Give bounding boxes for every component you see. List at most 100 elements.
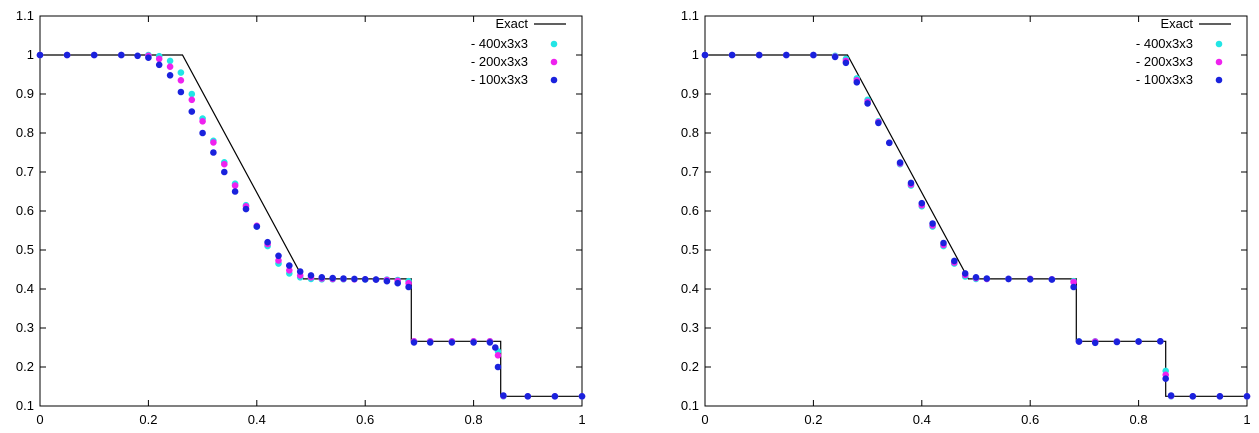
y-tick-label: 0.8: [16, 125, 34, 140]
series-3: [36, 51, 586, 400]
y-tick-label: 0.7: [16, 164, 34, 179]
data-point: [264, 238, 271, 246]
data-point: [286, 262, 293, 269]
y-tick-label: 1.1: [681, 8, 699, 23]
data-point: [448, 339, 456, 346]
data-point: [166, 72, 174, 79]
y-tick-label: 0.6: [16, 203, 34, 218]
y-tick-label: 0.7: [681, 164, 699, 179]
y-tick-label: 0.9: [16, 86, 34, 101]
y-tick-label: 0.5: [16, 242, 34, 257]
data-point: [63, 51, 71, 59]
x-tick-label: 0.4: [248, 412, 266, 427]
data-point: [155, 61, 163, 69]
data-point: [177, 69, 185, 76]
data-point: [177, 88, 185, 96]
y-tick-label: 0.4: [681, 281, 699, 296]
legend-label: - 200x3x3: [1136, 54, 1193, 69]
data-point: [524, 393, 532, 400]
data-point: [983, 275, 991, 282]
legend-label: - 100x3x3: [1136, 72, 1193, 87]
data-point: [145, 54, 152, 61]
data-point: [410, 339, 418, 346]
data-point: [755, 51, 763, 59]
data-point: [1113, 338, 1121, 346]
data-point: [500, 392, 507, 399]
x-tick-label: 0.6: [356, 412, 374, 427]
series-3: [701, 51, 1251, 400]
data-point: [783, 51, 790, 59]
data-point: [486, 339, 494, 346]
y-tick-label: 0.4: [16, 281, 34, 296]
data-point: [318, 274, 326, 281]
data-point: [188, 108, 196, 115]
legend-label-exact: Exact: [495, 16, 528, 31]
legend-label: - 200x3x3: [471, 54, 528, 69]
data-point: [961, 270, 969, 277]
x-tick-label: 0.8: [1130, 412, 1148, 427]
legend-marker: [1215, 76, 1223, 84]
chart-2: 0.1 0.2 0.3 0.4 0.5 0.6 0.7 0.8 0.9 1 1.1 0 0.2 0.4 0.…: [681, 8, 1251, 427]
series-2: [36, 51, 586, 400]
y-tick-label: 0.2: [16, 359, 34, 374]
data-point: [1167, 392, 1175, 399]
series-1: [701, 51, 1251, 400]
data-point: [842, 59, 850, 67]
data-point: [426, 339, 434, 346]
y-tick-label: 0.8: [681, 125, 699, 140]
data-point: [1070, 278, 1077, 286]
data-point: [36, 51, 44, 59]
data-point: [1026, 276, 1034, 283]
data-point: [875, 119, 882, 127]
y-tick-label: 0.9: [681, 86, 699, 101]
data-point: [918, 199, 926, 207]
data-point: [470, 339, 477, 346]
data-point: [210, 149, 217, 156]
x-tick-label: 0.8: [465, 412, 483, 427]
data-point: [940, 239, 947, 247]
y-tick-label: 1: [692, 47, 699, 62]
series-2: [701, 51, 1251, 400]
data-point: [1091, 339, 1099, 347]
x-tick-label: 0.2: [139, 412, 157, 427]
legend-marker: [550, 58, 558, 66]
data-point: [578, 393, 586, 400]
legend-marker: [550, 76, 558, 84]
data-point: [1048, 276, 1056, 283]
data-point: [340, 275, 347, 282]
chart-1: 0.1 0.2 0.3 0.4 0.5 0.6 0.7 0.8 0.9 1 1.1 0 0.2 0.4 0.…: [16, 8, 586, 427]
exact-solution-line: [705, 54, 1247, 397]
data-point: [221, 168, 228, 176]
y-tick-label: 0.1: [681, 398, 699, 413]
data-point: [1075, 338, 1083, 345]
data-point: [188, 96, 196, 104]
y-tick-label: 0.1: [16, 398, 34, 413]
legend-marker: [1215, 40, 1223, 48]
data-point: [275, 257, 282, 264]
x-tick-label: 1: [578, 412, 585, 427]
y-tick-label: 0.6: [681, 203, 699, 218]
data-point: [383, 277, 391, 285]
y-tick-label: 0.3: [16, 320, 34, 335]
data-point: [296, 268, 304, 275]
data-point: [1189, 393, 1197, 400]
data-point: [853, 79, 861, 86]
data-point: [394, 279, 402, 287]
data-point: [166, 63, 174, 70]
data-point: [155, 55, 163, 63]
data-point: [221, 160, 228, 168]
x-tick-label: 0: [36, 412, 43, 427]
y-tick-label: 1: [27, 47, 34, 62]
data-point: [134, 52, 141, 60]
data-point: [307, 272, 315, 279]
data-point: [231, 188, 239, 195]
data-point: [177, 77, 185, 84]
data-point: [494, 352, 502, 359]
data-point: [329, 274, 337, 282]
data-point: [253, 223, 261, 230]
data-point: [1162, 375, 1169, 383]
data-point: [831, 53, 839, 61]
data-point: [1005, 275, 1012, 283]
x-tick-label: 1: [1243, 412, 1250, 427]
